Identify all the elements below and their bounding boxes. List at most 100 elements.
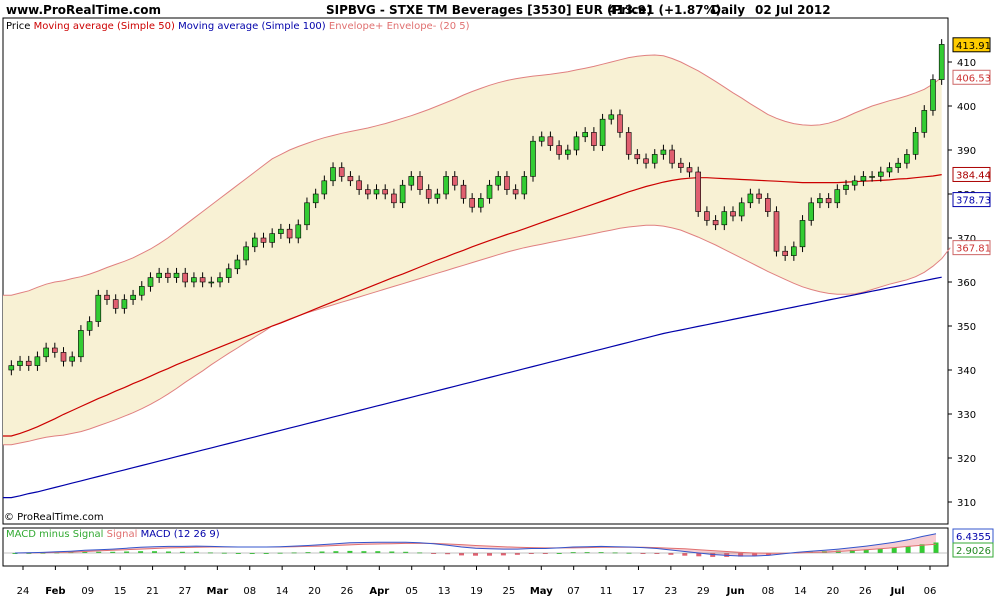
candle-body: [608, 114, 615, 120]
x-tick-label: 08: [762, 586, 775, 597]
legend-macd-hist[interactable]: MACD minus Signal: [6, 529, 104, 540]
candle: [217, 272, 223, 288]
legend-envelope[interactable]: Envelope+ Envelope- (20 5): [328, 21, 470, 32]
legend-price[interactable]: Price: [6, 21, 31, 32]
macd-hist-bar: [152, 551, 157, 553]
candle-body: [434, 193, 441, 199]
candle: [599, 113, 606, 151]
macd-histogram: [12, 542, 939, 557]
candle: [469, 193, 476, 213]
x-tick-label: 26: [341, 586, 354, 597]
macd-hist-bar: [12, 553, 18, 554]
candle: [573, 131, 580, 156]
last-value-tag: 406.53: [952, 69, 991, 85]
candle-body: [139, 286, 145, 296]
instrument-title: SIPBVG - STXE TM Beverages [3530] EUR (P…: [326, 3, 653, 17]
candle: [930, 74, 936, 116]
candle: [25, 355, 32, 371]
candle-body: [252, 237, 258, 248]
macd-hist-bar: [347, 550, 353, 553]
candle: [556, 140, 562, 160]
candle-body: [634, 154, 641, 160]
candle: [434, 188, 441, 204]
macd-hist-bar: [305, 552, 311, 554]
candle: [764, 193, 771, 217]
macd-hist-bar: [696, 553, 702, 557]
candle: [312, 188, 319, 209]
candle-body: [121, 299, 128, 309]
macd-hist-bar: [166, 551, 171, 553]
candle: [886, 162, 893, 178]
candle-body: [904, 154, 910, 164]
y-tick-label: 320: [957, 454, 976, 465]
candle-body: [617, 114, 623, 133]
candle: [147, 272, 154, 292]
x-tick-label: 24: [17, 586, 30, 597]
legend-ma100[interactable]: Moving average (Simple 100): [178, 21, 326, 32]
macd-hist-bar: [919, 544, 925, 553]
candle: [790, 241, 797, 261]
candle: [877, 166, 884, 182]
candle: [538, 131, 545, 147]
macd-hist-bar: [445, 553, 451, 555]
x-tick-label: 20: [308, 586, 321, 597]
x-tick-label: 25: [503, 586, 516, 597]
candle-body: [373, 189, 380, 195]
candle-body: [686, 167, 693, 173]
macd-hist-bar: [668, 553, 674, 555]
candle-body: [399, 184, 406, 204]
candle: [512, 184, 519, 200]
candle: [843, 179, 849, 195]
x-tick-label: Feb: [45, 586, 65, 597]
y-tick-label: 400: [957, 102, 976, 113]
candle-body: [486, 184, 493, 199]
period: Daily: [711, 3, 746, 17]
tag-label: 413.91: [956, 41, 991, 52]
candle-body: [182, 272, 188, 283]
candle-body: [51, 347, 58, 353]
candle: [825, 193, 832, 209]
candle-body: [347, 176, 354, 182]
candle-body: [825, 198, 832, 204]
y-tick-label: 360: [957, 278, 976, 289]
candle-body: [477, 198, 484, 208]
site-url[interactable]: www.ProRealTime.com: [6, 3, 161, 17]
macd-hist-bar: [654, 553, 660, 554]
macd-line: [14, 533, 937, 557]
candle: [304, 197, 310, 231]
macd-hist-bar: [375, 551, 381, 553]
candle: [373, 184, 380, 200]
y-tick-label: 370: [957, 234, 976, 245]
macd-hist-bar: [682, 553, 688, 556]
candle-body: [25, 360, 32, 366]
candle-body: [17, 360, 23, 366]
legend-ma50[interactable]: Moving average (Simple 50): [33, 21, 175, 32]
candle: [860, 171, 867, 187]
candle: [904, 149, 910, 169]
candle: [651, 149, 658, 169]
candle-body: [660, 149, 667, 155]
candle: [608, 109, 615, 125]
candle-body: [512, 189, 519, 195]
candle: [495, 171, 502, 191]
y-tick-label: 310: [957, 498, 976, 509]
x-tick-label: 23: [664, 586, 677, 597]
candle-body: [69, 356, 75, 362]
candle: [582, 127, 589, 143]
x-tick-label: 11: [600, 586, 613, 597]
candle: [460, 179, 467, 204]
candle: [677, 157, 684, 173]
candle: [130, 289, 136, 305]
macd-hist-bar: [459, 553, 464, 556]
candle-body: [808, 202, 815, 221]
tag-label: 378.73: [956, 196, 991, 207]
candle-body: [225, 268, 232, 278]
macd-hist-bar: [82, 551, 88, 553]
legend-macd-signal[interactable]: Signal: [106, 529, 138, 540]
macd-hist-bar: [584, 552, 590, 554]
macd-hist-bar: [905, 546, 911, 553]
candle-body: [669, 149, 675, 164]
legend-macd-line[interactable]: MACD (12 26 9): [140, 529, 220, 540]
x-tick-label: 21: [146, 586, 159, 597]
candle-body: [443, 176, 449, 195]
